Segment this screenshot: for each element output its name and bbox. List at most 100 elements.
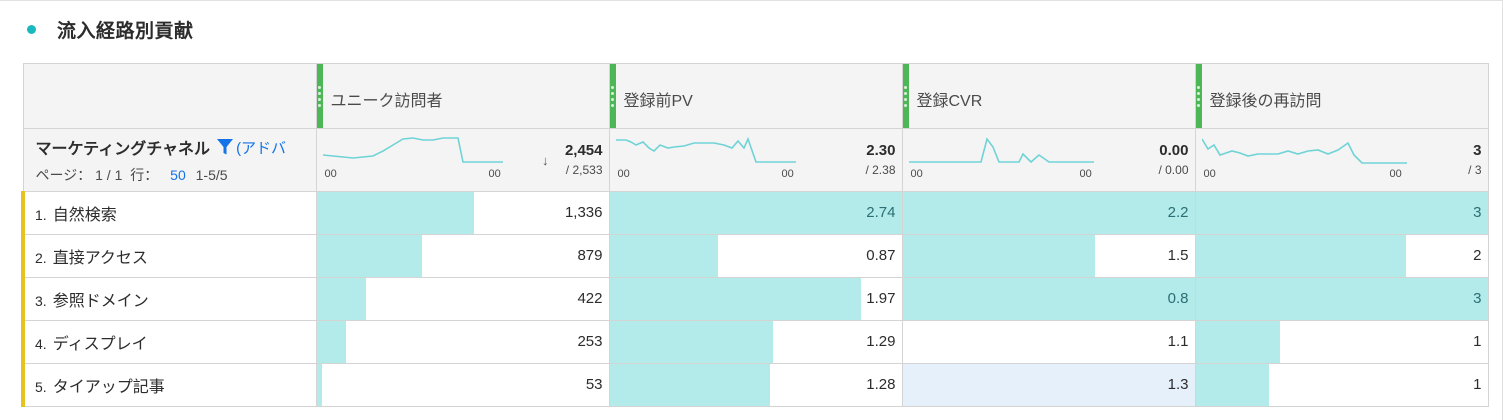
sparkline (908, 137, 1094, 164)
sparkline-start-label: 00 (324, 168, 337, 180)
summary-cell-unique-visitors: 00 00 ↓ 2,454 / 2,533 (315, 128, 610, 192)
row-range: 1-5/5 (195, 167, 228, 183)
metric-bar (609, 278, 861, 320)
metric-cell[interactable]: 1.1 (901, 320, 1196, 364)
metric-bar (316, 192, 475, 234)
column-total: 0.00 (1159, 142, 1189, 159)
metric-cell[interactable]: 3 (1194, 277, 1489, 321)
column-grand-total: / 3 (1468, 163, 1482, 177)
metric-value: 1.29 (866, 333, 896, 350)
summary-cell-signup-cvr: 00 00 0.00 / 0.00 (901, 128, 1196, 192)
metric-cell[interactable]: 1.29 (608, 320, 903, 364)
sparkline-end-label: 00 (1389, 168, 1402, 180)
column-drag-handle[interactable] (902, 64, 909, 128)
column-drag-handle[interactable] (1195, 64, 1202, 128)
metric-cell[interactable]: 2.74 (608, 191, 903, 235)
metric-cell[interactable]: 0.8 (901, 277, 1196, 321)
dimension-title-wrap: マーケティングチャネル (アドバ (36, 135, 289, 159)
metric-cell[interactable]: 1.5 (901, 234, 1196, 278)
row-number: 2. (35, 250, 47, 266)
column-grand-total: / 0.00 (1158, 163, 1189, 177)
summary-cell-post-signup-revisits: 00 00 3 / 3 (1194, 128, 1489, 192)
dimension-item[interactable]: 5. タイアップ記事 (21, 363, 317, 407)
metric-cell[interactable]: 422 (315, 277, 610, 321)
dimension-item[interactable]: 3. 参照ドメイン (21, 277, 317, 321)
filter-icon[interactable] (216, 138, 234, 156)
column-header-signup-cvr[interactable]: 登録CVR (901, 63, 1196, 129)
column-grand-total: / 2,533 (565, 163, 603, 177)
metric-value: 2 (1473, 247, 1482, 264)
sparkline-end-label: 00 (1079, 168, 1092, 180)
panel-title[interactable]: 流入経路別貢献 (57, 20, 194, 42)
column-header-post-signup-revisits[interactable]: 登録後の再訪問 (1194, 63, 1489, 129)
column-header-unique-visitors[interactable]: ユニーク訪問者 (315, 63, 610, 129)
pager-label: ページ： (35, 167, 92, 183)
metric-cell[interactable]: 2.2 (901, 191, 1196, 235)
metric-value: 0.8 (1167, 290, 1189, 307)
metric-cell[interactable]: 2 (1194, 234, 1489, 278)
summary-cell-pre-signup-pv: 00 00 2.30 / 2.38 (608, 128, 903, 192)
freeform-table: ユニーク訪問者 登録前PV 登録CVR 登録後の再訪問 (21, 63, 1489, 407)
rows-per-page-select[interactable]: 50 (170, 167, 186, 183)
metric-cell[interactable]: 253 (315, 320, 610, 364)
sparkline-end-label: 00 (488, 168, 501, 180)
dimension-filter-link[interactable]: (アドバ (236, 139, 287, 157)
column-label: 登録CVR (916, 93, 983, 110)
sparkline (1201, 138, 1407, 164)
dimension-item[interactable]: 1. 自然検索 (21, 191, 317, 235)
metric-cell[interactable]: 1 (1194, 363, 1489, 407)
metric-cell[interactable]: 1,336 (315, 191, 610, 235)
sparkline (615, 137, 796, 163)
table-row[interactable]: 2. 直接アクセス 879 0.87 1.5 2 (21, 234, 1489, 278)
metric-cell[interactable]: 1 (1194, 320, 1489, 364)
dimension-title[interactable]: マーケティングチャネル (35, 141, 211, 158)
column-header-pre-signup-pv[interactable]: 登録前PV (608, 63, 903, 129)
metric-value: 879 (577, 247, 603, 264)
column-drag-handle[interactable] (316, 64, 323, 128)
pagination: ページ： 1 / 1 行： 50 1-5/5 (36, 165, 228, 185)
panel-status-dot (27, 24, 36, 34)
column-header-row: ユニーク訪問者 登録前PV 登録CVR 登録後の再訪問 (22, 63, 1489, 129)
metric-value: 2.2 (1167, 204, 1189, 221)
metric-value: 0.87 (866, 247, 896, 264)
metric-bar (1195, 321, 1281, 363)
rows-label: 行： (130, 167, 159, 183)
column-grand-total: / 2.38 (865, 163, 896, 177)
sparkline-start-label: 00 (617, 168, 630, 180)
table-row[interactable]: 1. 自然検索 1,336 2.74 2.2 3 (21, 191, 1489, 235)
metric-cell[interactable]: 3 (1194, 191, 1489, 235)
table-row[interactable]: 5. タイアップ記事 53 1.28 1.3 1 (21, 363, 1489, 407)
row-number: 3. (35, 293, 47, 309)
column-drag-handle[interactable] (609, 64, 616, 128)
metric-value: 1.1 (1167, 333, 1189, 350)
metric-cell[interactable]: 879 (315, 234, 610, 278)
metric-bar (1195, 278, 1488, 320)
metric-value: 3 (1473, 204, 1482, 221)
sparkline-end-label: 00 (781, 168, 794, 180)
metric-bar (609, 364, 771, 406)
sparkline-start-label: 00 (910, 168, 923, 180)
metric-cell[interactable]: 1.28 (608, 363, 903, 407)
table-row[interactable]: 3. 参照ドメイン 422 1.97 0.8 3 (21, 277, 1489, 321)
metric-value: 1.97 (866, 290, 896, 307)
dimension-header: マーケティングチャネル (アドバ ページ： 1 / 1 行： 50 1-5/5 (22, 128, 317, 192)
row-number: 5. (35, 379, 47, 395)
dimension-item[interactable]: 4. ディスプレイ (21, 320, 317, 364)
row-number: 1. (35, 207, 47, 223)
sparkline-start-label: 00 (1203, 168, 1216, 180)
metric-bar (902, 235, 1096, 277)
metric-bar (316, 278, 367, 320)
dimension-item[interactable]: 2. 直接アクセス (21, 234, 317, 278)
metric-value: 1.5 (1167, 247, 1189, 264)
arrow-down-icon[interactable]: ↓ (542, 153, 549, 168)
metric-value: 2.74 (866, 204, 896, 221)
metric-cell[interactable]: 0.87 (608, 234, 903, 278)
row-number: 4. (35, 336, 47, 352)
metric-cell[interactable]: 1.3 (901, 363, 1196, 407)
column-label: 登録前PV (623, 93, 693, 110)
metric-cell[interactable]: 53 (315, 363, 610, 407)
table-row[interactable]: 4. ディスプレイ 253 1.29 1.1 1 (21, 320, 1489, 364)
metric-cell[interactable]: 1.97 (608, 277, 903, 321)
metric-bar (902, 192, 1195, 234)
